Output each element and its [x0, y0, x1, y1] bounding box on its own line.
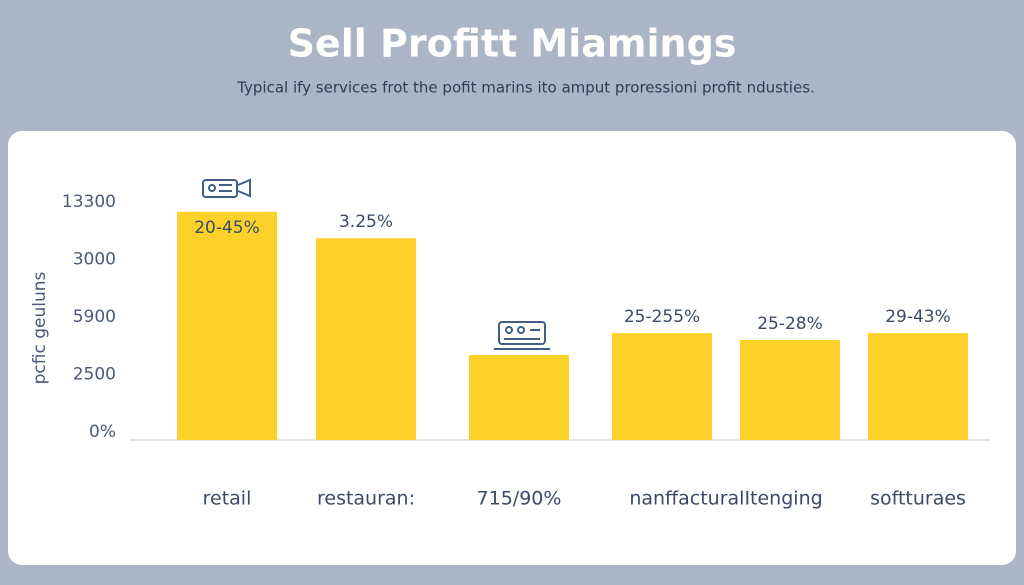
bar [469, 354, 569, 440]
data-label: 25-28% [757, 314, 823, 334]
data-label: 20-45% [194, 218, 260, 238]
data-label: 25-255% [624, 307, 700, 327]
icon [202, 178, 251, 198]
x-tick-label: restauran: [317, 488, 415, 510]
x-tick-label: nanffacturalItenging [629, 488, 822, 510]
data-label: 3.25% [339, 212, 393, 232]
y-tick-label: 5900 [73, 307, 116, 327]
data-label: 29-43% [885, 307, 951, 327]
chart-title: Sell Profitt Miamings [288, 22, 737, 66]
y-axis-title: pcfic geuluns [30, 271, 50, 384]
y-tick-label: 13300 [62, 192, 116, 212]
bar [316, 238, 416, 440]
x-tick-label: retail [203, 488, 252, 510]
x-tick-label: softturaes [870, 488, 966, 510]
y-tick-label: 0% [89, 422, 116, 442]
chart-subtitle: Typical ify services frot the pofit mari… [236, 79, 815, 97]
icon [494, 321, 550, 350]
bar [177, 211, 277, 440]
y-tick-label: 3000 [73, 250, 116, 270]
bar [740, 340, 840, 440]
bar [868, 333, 968, 440]
x-tick-label: 715/90% [477, 488, 562, 510]
y-tick-label: 2500 [73, 365, 116, 385]
bar [612, 333, 712, 440]
